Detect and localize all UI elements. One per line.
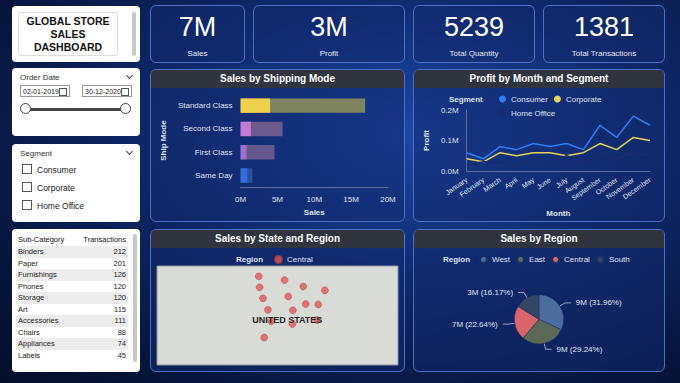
html-text:GLOBAL STORE SALES DASHBOARD: GLOBAL STORE SALES DASHBOARD <box>26 14 110 53</box>
svg-text:May: May <box>520 176 536 190</box>
html-text:Transactions: Transactions <box>83 235 126 244</box>
svg-text:February: February <box>458 176 486 198</box>
html-text:115: 115 <box>114 304 126 314</box>
html-text:Furnishings: Furnishings <box>18 270 57 280</box>
html-text:Sales by Region: Sales by Region <box>500 233 578 244</box>
svg-text:0.0M: 0.0M <box>441 167 459 176</box>
svg-text:Region: Region <box>236 255 263 264</box>
svg-text:Standard Class: Standard Class <box>178 101 233 110</box>
html-text:30-12-2020: 30-12-2020 <box>85 88 121 95</box>
html-text:Sub-Category: Sub-Category <box>18 235 65 244</box>
html-text:Total Transactions: Total Transactions <box>571 49 637 58</box>
html-text:74: 74 <box>117 339 126 349</box>
svg-text:0.2M: 0.2M <box>441 106 459 115</box>
html-text:Accessories: Accessories <box>18 316 59 326</box>
svg-text:November: November <box>604 176 636 201</box>
svg-text:0M: 0M <box>235 195 246 204</box>
svg-text:April: April <box>503 176 519 191</box>
svg-text:10M: 10M <box>307 195 323 204</box>
svg-text:January: January <box>444 176 469 197</box>
svg-text:July: July <box>554 176 569 189</box>
svg-text:Same Day: Same Day <box>195 171 232 180</box>
svg-text:Ship Mode: Ship Mode <box>159 120 168 161</box>
svg-text:West: West <box>492 255 511 264</box>
svg-text:Profit: Profit <box>422 130 431 151</box>
html-text:Profit by Month and Segment: Profit by Month and Segment <box>469 73 609 84</box>
svg-text:Month: Month <box>546 209 570 218</box>
svg-text:Central: Central <box>564 255 590 264</box>
svg-text:20M: 20M <box>380 195 396 204</box>
html-text:Paper: Paper <box>18 258 38 268</box>
html-text:Total Quantity: Total Quantity <box>449 49 499 58</box>
svg-text:9M (29.24%): 9M (29.24%) <box>557 345 603 354</box>
html-text:5239: 5239 <box>444 12 504 42</box>
html-text:Profit: Profit <box>319 49 339 58</box>
html-text:1381: 1381 <box>574 12 634 42</box>
svg-text:Region: Region <box>443 255 470 264</box>
html-text:Appliances: Appliances <box>18 339 55 349</box>
html-text:111: 111 <box>114 316 126 326</box>
html-text:Labels: Labels <box>18 350 41 360</box>
html-text:Binders: Binders <box>18 247 44 257</box>
html-text:Order Date: Order Date <box>20 73 60 82</box>
html-text:Segment: Segment <box>20 149 52 158</box>
html-text:Home Office: Home Office <box>37 201 85 211</box>
html-text:Art: Art <box>18 304 28 314</box>
svg-text:Central: Central <box>287 255 313 264</box>
html-text:Phones: Phones <box>18 281 44 291</box>
svg-text:0.1M: 0.1M <box>441 136 459 145</box>
html-text:201: 201 <box>113 258 126 268</box>
html-text:Chairs: Chairs <box>18 327 40 337</box>
svg-text:3M (16.17%): 3M (16.17%) <box>467 288 513 297</box>
svg-text:Corporate: Corporate <box>566 95 602 104</box>
svg-text:March: March <box>482 176 502 193</box>
svg-text:Sales: Sales <box>304 208 325 217</box>
svg-text:15M: 15M <box>343 195 359 204</box>
svg-text:December: December <box>622 176 653 201</box>
html-text:3M: 3M <box>310 12 348 42</box>
svg-text:First Class: First Class <box>195 148 233 157</box>
svg-text:9M (31.96%): 9M (31.96%) <box>576 298 622 307</box>
svg-text:June: June <box>536 176 553 191</box>
html-text:Sales by State and Region: Sales by State and Region <box>215 233 340 244</box>
svg-text:September: September <box>569 176 602 202</box>
svg-text:Consumer: Consumer <box>511 95 548 104</box>
html-text:88: 88 <box>117 327 126 337</box>
html-text:Storage: Storage <box>18 293 45 303</box>
svg-text:5M: 5M <box>272 195 283 204</box>
html-text:02-01-2019: 02-01-2019 <box>23 88 59 95</box>
svg-text:Home Office: Home Office <box>511 109 556 118</box>
html-text:120: 120 <box>113 293 126 303</box>
html-text:Sales by Shipping Mode: Sales by Shipping Mode <box>220 73 335 84</box>
svg-text:UNITED STATES: UNITED STATES <box>252 315 322 325</box>
html-text:120: 120 <box>113 281 126 291</box>
html-text:212: 212 <box>113 247 126 257</box>
html-text:126: 126 <box>113 270 126 280</box>
html-text:Consumer: Consumer <box>37 165 77 175</box>
svg-text:Second Class: Second Class <box>183 124 232 133</box>
svg-text:October: October <box>594 176 619 197</box>
svg-text:South: South <box>609 255 630 264</box>
html-text:7M: 7M <box>178 12 217 42</box>
html-text:Corporate: Corporate <box>37 183 75 193</box>
svg-text:Segment: Segment <box>449 95 483 104</box>
svg-text:East: East <box>529 255 546 264</box>
html-text:Sales: Sales <box>187 49 208 58</box>
svg-text:August: August <box>563 176 586 195</box>
svg-text:7M (22.64%): 7M (22.64%) <box>452 320 498 329</box>
html-text:45: 45 <box>117 350 126 360</box>
